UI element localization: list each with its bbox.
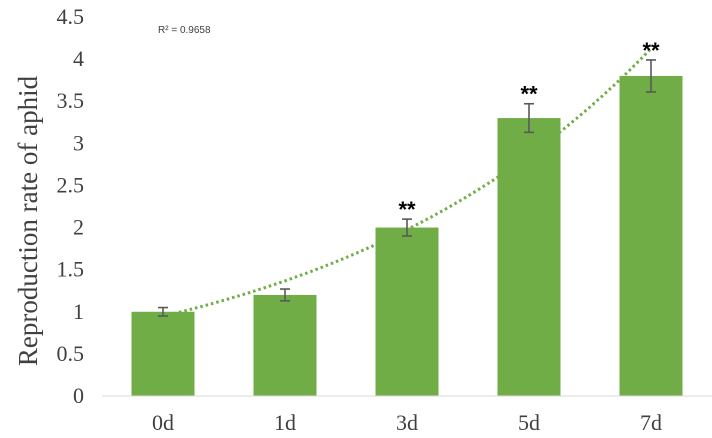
bars-group <box>131 75 683 397</box>
x-tick-label: 0d <box>152 410 174 435</box>
y-tick-label: 2.5 <box>57 172 85 197</box>
bar <box>375 227 439 396</box>
y-tick-label: 1.5 <box>57 257 85 282</box>
y-tick-label: 3 <box>73 130 84 155</box>
error-bar <box>646 59 656 93</box>
y-tick-label: 2 <box>73 215 84 240</box>
error-bar <box>158 306 168 317</box>
y-tick-label: 0.5 <box>57 341 85 366</box>
y-tick-label: 3.5 <box>57 88 85 113</box>
significance-label: ** <box>520 82 538 107</box>
x-tick-label: 5d <box>518 410 540 435</box>
y-tick-label: 0 <box>73 383 84 408</box>
error-bar <box>524 102 534 134</box>
bar <box>619 75 683 396</box>
y-tick-label: 1 <box>73 299 84 324</box>
x-tick-labels-group: 0d 1d 3d 5d 7d <box>152 410 662 435</box>
significance-labels-group: ** ** ** <box>398 38 660 222</box>
r-squared-label: R² = 0.9658 <box>158 25 211 36</box>
y-tick-labels-group: 0 0.5 1 1.5 2 2.5 3 3.5 4 4.5 <box>57 4 85 408</box>
error-bar <box>402 218 412 237</box>
y-tick-label: 4.5 <box>57 4 85 29</box>
x-tick-label: 7d <box>640 410 662 435</box>
y-axis-label: Reproduction rate of aphid <box>13 75 43 366</box>
y-tick-label: 4 <box>73 46 84 71</box>
bar <box>131 311 195 396</box>
significance-label: ** <box>398 197 416 222</box>
x-tick-label: 1d <box>274 410 296 435</box>
significance-label: ** <box>642 38 660 63</box>
error-bar <box>280 288 290 302</box>
x-tick-label: 3d <box>396 410 418 435</box>
bar <box>253 294 317 396</box>
error-bars-group <box>158 59 656 317</box>
bar <box>497 118 561 397</box>
